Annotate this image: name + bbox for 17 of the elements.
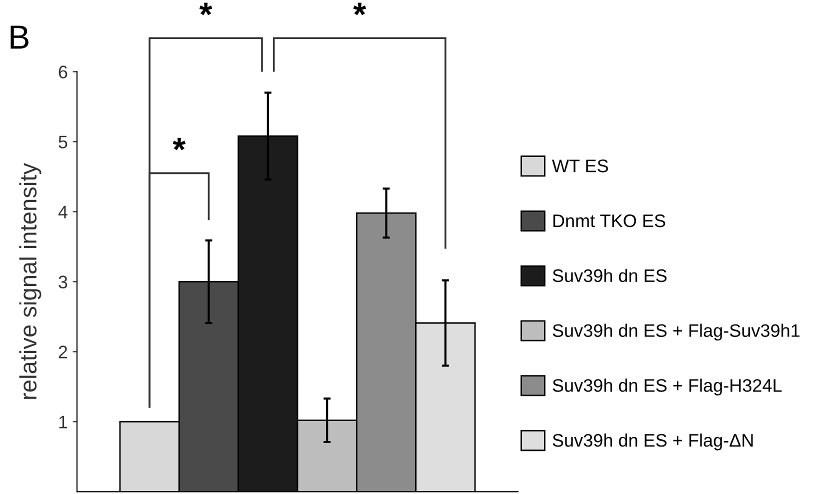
legend-label: Dnmt TKO ES bbox=[553, 214, 666, 228]
y-tick-label: 1 bbox=[59, 416, 68, 428]
legend-label: Suv39h dn ES + Flag-ΔN bbox=[552, 434, 753, 450]
y-axis-title: relative signal intensity bbox=[19, 162, 42, 399]
legend-label: Suv39h dn ES bbox=[552, 268, 667, 282]
y-tick-label: 5 bbox=[58, 136, 68, 148]
text: * bbox=[199, 2, 212, 16]
y-tick-label: 6 bbox=[58, 66, 68, 78]
text: * bbox=[353, 2, 366, 16]
legend-label: WT ES bbox=[552, 160, 608, 172]
annotation: * bbox=[172, 138, 186, 150]
legend-label: Suv39h dn ES + Flag-H324L bbox=[552, 378, 782, 396]
y-tick-label: 3 bbox=[58, 276, 68, 288]
text: B bbox=[10, 26, 28, 49]
y-tick-label: 4 bbox=[58, 206, 68, 218]
y-tick-label: 2 bbox=[58, 346, 68, 358]
legend-label: Suv39h dn ES + Flag-Suv39h1 bbox=[552, 324, 800, 341]
